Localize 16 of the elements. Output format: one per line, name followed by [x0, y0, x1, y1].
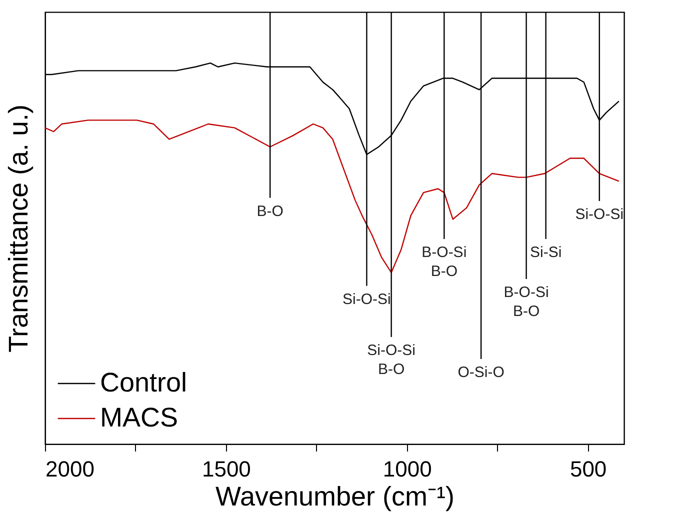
y-axis-title: Transmittance (a. u.) [4, 104, 34, 353]
ref-line-label: Si-O-Si B-O [367, 342, 416, 378]
x-tick-label: 500 [570, 456, 607, 482]
legend-label: MACS [100, 402, 178, 432]
ref-line-label: Si-O-Si [342, 290, 391, 308]
x-axis-title: Wavenumber (cm⁻¹) [215, 482, 455, 512]
x-tick-label: 1000 [382, 456, 432, 482]
ref-line-label: Si-Si [530, 244, 562, 262]
x-tick-label: 2000 [46, 456, 94, 482]
ref-line-label: B-O-Si B-O [422, 244, 467, 280]
ref-line-label: Si-O-Si [575, 206, 624, 223]
x-tick-label: 1500 [202, 456, 251, 482]
ref-line-label: B-O [256, 202, 284, 220]
ref-line-label: B-O-Si B-O [504, 284, 549, 320]
ref-line-label: O-Si-O [458, 364, 504, 382]
legend-label: Control [100, 368, 188, 398]
